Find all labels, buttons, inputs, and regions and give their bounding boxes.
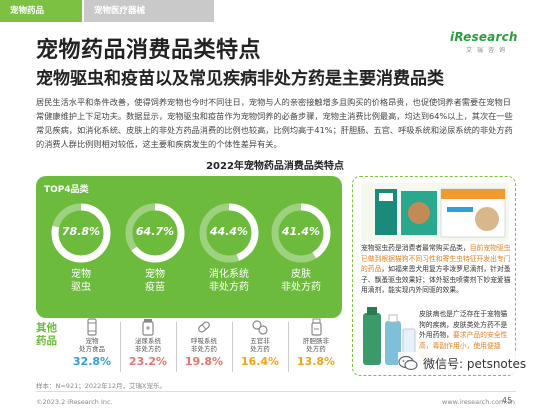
dewormer-text-post: ，如福来恩犬用复方非泼罗尼滴剂，针对蚤子、飘蚤驱虫效果好；体外驱虫喷雾剂下妙宠爱… xyxy=(361,265,511,294)
logo-main-text: iResearch xyxy=(450,30,518,44)
donut-label-line1: 皮肤 xyxy=(291,269,311,280)
donut-arc xyxy=(125,203,185,263)
website: www.iresearch.com.cn xyxy=(442,398,516,406)
tablets-icon xyxy=(252,320,268,335)
dewormer-products-image xyxy=(361,183,509,241)
donut-label-line2: 非处方药 xyxy=(209,282,249,293)
donut-1: 78.8% xyxy=(48,200,114,266)
donut-value: 64.7% xyxy=(135,225,175,238)
body-paragraph: 居民生活水平和条件改善，使得饲养宠物也今时不同往日，宠物与人的亲密接触增多且购买… xyxy=(36,97,513,149)
other-separator xyxy=(120,322,121,372)
skin-text-pre: 皮肤病也是广泛存在于宠物猫狗的疾病，皮肤类处方药不是外用药物， xyxy=(419,310,508,339)
donut-4: 41.4% xyxy=(268,200,334,266)
other-item: 呼吸系统 非处方药 19.8% xyxy=(176,318,232,368)
right-info-box: 宠物驱虫药是消费者最常购买品类，目前宠物驱虫已做到根据猫狗不同习性和寄生虫特征开… xyxy=(352,176,516,376)
donut-label-line1: 宠物 xyxy=(145,269,165,280)
copyright: ©2023.2 iResearch Inc. xyxy=(36,398,113,406)
donut-arc xyxy=(271,203,331,263)
other-item: 五官非 处方药 16.4% xyxy=(232,318,288,368)
donut-value: 44.4% xyxy=(209,225,249,238)
medicine-bottle-icon xyxy=(311,318,322,336)
top4-label: TOP4品类 xyxy=(44,185,89,195)
dewormer-text-pre: 宠物驱虫药是消费者最常购买品类， xyxy=(361,244,470,252)
iresearch-logo: iResearch 艾瑞咨询 xyxy=(450,30,530,54)
donut-value: 78.8% xyxy=(61,225,101,238)
food-can-icon xyxy=(87,318,97,336)
donut-label-line1: 宠物 xyxy=(71,269,91,280)
logo-sub-text: 艾瑞咨询 xyxy=(466,47,511,54)
chart-title: 2022年宠物药品消费品类特点 xyxy=(206,161,344,172)
page-number: 45 xyxy=(502,396,513,405)
donut-label: 消化系统 非处方药 xyxy=(196,268,262,294)
donut-label-line1: 消化系统 xyxy=(209,269,249,280)
donut-label-line2: 疫苗 xyxy=(145,282,165,293)
pill-bottle-icon xyxy=(142,319,154,336)
dewormer-description: 宠物驱虫药是消费者最常购买品类，目前宠物驱虫已做到根据猫狗不同习性和寄生虫特征开… xyxy=(361,243,511,296)
other-item: 宠物 处方食品 32.8% xyxy=(64,318,120,368)
page-title: 宠物药品消费品类特点 xyxy=(36,38,262,63)
donut-3: 44.4% xyxy=(196,200,262,266)
other-item-name: 呼吸系统 非处方药 xyxy=(191,337,217,353)
other-separator xyxy=(288,322,289,372)
other-separator xyxy=(232,322,233,372)
donut-label-line2: 驱虫 xyxy=(71,282,91,293)
wechat-id-text: 微信号: petsnotes xyxy=(423,356,527,371)
footer-divider xyxy=(36,391,516,392)
other-medicine-label: 其他药品 xyxy=(36,322,57,347)
other-item-value: 13.8% xyxy=(296,355,336,368)
donut-2: 64.7% xyxy=(122,200,188,266)
wechat-watermark: 微信号: petsnotes xyxy=(398,352,548,374)
other-item-value: 23.2% xyxy=(128,355,168,368)
other-item: 肝胆肠非 处方药 13.8% xyxy=(288,318,344,368)
page-subtitle: 宠物驱虫和疫苗以及常见疾病非处方药是主要消费品类 xyxy=(36,69,444,89)
capsule-icon xyxy=(198,321,210,333)
top4-panel: TOP4品类 78.8% 宠物驱虫 64.7% 宠物疫苗 44.4% 消化系统非处方药 41… xyxy=(36,176,342,318)
other-item-name: 肝胆肠非 处方药 xyxy=(303,337,329,353)
donut-arc xyxy=(51,203,111,263)
tab-pet-medicine[interactable]: 宠物药品 xyxy=(0,0,82,22)
donut-label: 宠物 驱虫 xyxy=(48,268,114,294)
other-item-name: 五官非 处方药 xyxy=(250,337,270,353)
other-item: 泌尿系统 非处方药 23.2% xyxy=(120,318,176,368)
other-medicine-list: 宠物 处方食品 32.8% 泌尿系统 非处方药 23.2% 呼吸系统 非处方药 19.8%… xyxy=(64,318,344,376)
tab-pet-medical-devices[interactable]: 宠物医疗器械 xyxy=(84,0,214,22)
donut-label-line2: 非处方药 xyxy=(281,282,321,293)
other-item-value: 19.8% xyxy=(184,355,224,368)
other-separator xyxy=(176,322,177,372)
donut-label: 宠物 疫苗 xyxy=(122,268,188,294)
other-item-value: 32.8% xyxy=(72,355,112,368)
top-tabs: 宠物药品 宠物医疗器械 xyxy=(0,0,214,22)
source-note: 样本：N=921；2022年12月，艾瑞X宠乐。 xyxy=(36,382,166,390)
other-item-name: 宠物 处方食品 xyxy=(79,337,105,353)
donut-arc xyxy=(199,203,259,263)
other-item-value: 16.4% xyxy=(240,355,280,368)
donut-label: 皮肤 非处方药 xyxy=(268,268,334,294)
donut-value: 41.4% xyxy=(281,225,321,238)
dewormer-text-highlight: 目前宠物驱虫已做到根据猫狗不同习性和寄生虫特征开发出专门的药品 xyxy=(361,244,511,273)
wechat-icon xyxy=(398,355,418,371)
other-item-name: 泌尿系统 非处方药 xyxy=(135,337,161,353)
